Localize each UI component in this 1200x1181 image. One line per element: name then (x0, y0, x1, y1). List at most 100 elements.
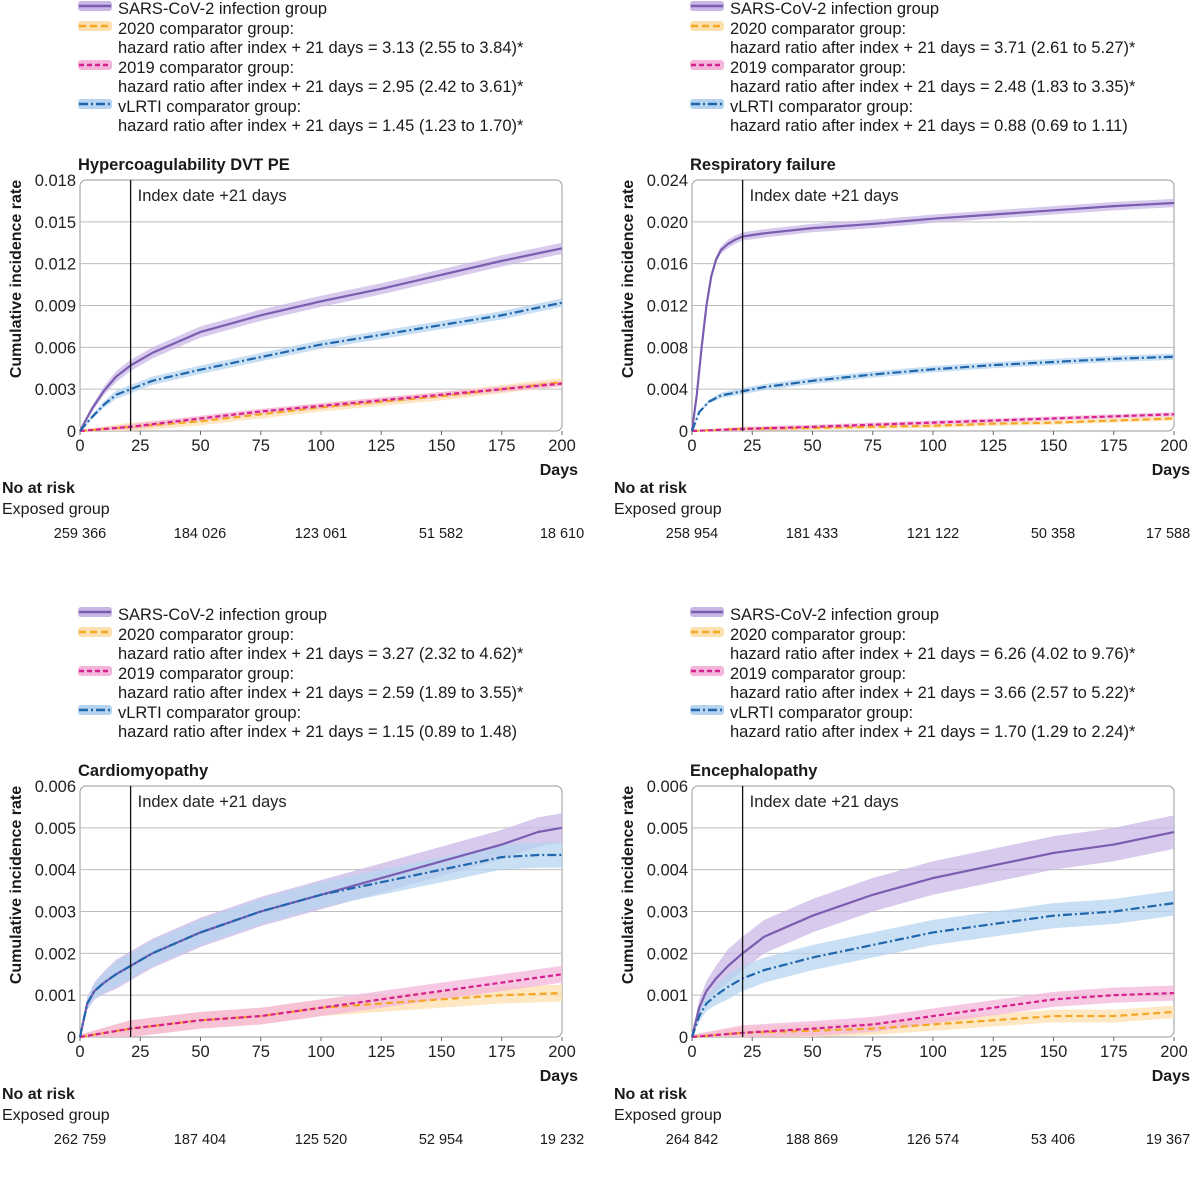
x-axis-label: Days (539, 462, 578, 479)
legend-item-2019: 2019 comparator group: hazard ratio after… (690, 59, 1200, 98)
legend-hazard-ratio: hazard ratio after index + 21 days = 0.8… (730, 117, 1128, 135)
legend-item-vlrti: vLRTI comparator group: hazard ratio afte… (690, 98, 1200, 137)
x-tick-label: 150 (1040, 1043, 1068, 1061)
at-risk-count: 184 026 (173, 526, 227, 542)
y-tick-label: 0 (679, 423, 688, 441)
series-line-sars (690, 201, 1175, 432)
legend-swatch-sars (78, 1, 112, 11)
at-risk-title: No at risk (614, 1086, 687, 1103)
y-tick-label: 0.004 (35, 862, 76, 880)
x-tick-label: 200 (548, 437, 576, 455)
legend-swatch-2020 (78, 20, 112, 31)
chart-panel-2: 0 0.004 0.008 0.012 0.016 0.020 0.024 0 25 50 75 10… (612, 0, 1200, 575)
y-tick-label: 0.006 (35, 339, 76, 357)
legend: SARS-CoV-2 infection group 2020 comparat… (690, 0, 1200, 137)
y-tick-label: 0.002 (35, 945, 76, 963)
legend-label: vLRTI comparator group: (118, 703, 302, 722)
at-risk-count: 17 588 (1145, 526, 1191, 542)
at-risk-count: 181 433 (785, 526, 839, 542)
series-line-c2020 (79, 381, 563, 433)
y-tick-label: 0 (67, 423, 76, 441)
legend-item-vlrti: vLRTI comparator group: hazard ratio afte… (690, 704, 1200, 743)
at-risk-count: 52 954 (418, 1132, 464, 1148)
series-line-vlrti (79, 301, 563, 432)
x-tick-label: 100 (307, 1043, 335, 1061)
x-tick-label: 175 (1100, 437, 1128, 455)
at-risk-group-label: Exposed group (614, 1107, 722, 1124)
y-axis-label: Cumulative incidence rate (620, 179, 637, 379)
legend-swatch-vlrti (690, 704, 724, 715)
legend-label: vLRTI comparator group: (730, 97, 914, 116)
confidence-band-sars (80, 242, 562, 431)
legend-label: 2020 comparator group: (730, 19, 907, 38)
legend-item-2020: 2020 comparator group: hazard ratio after… (78, 20, 598, 59)
at-risk-group-label: Exposed group (2, 501, 110, 518)
series-line-vlrti (78, 853, 562, 1038)
series-line-c2019 (691, 991, 1175, 1039)
legend-label: 2019 comparator group: (118, 664, 295, 683)
y-tick-label: 0.016 (647, 256, 688, 274)
legend-item-vlrti: vLRTI comparator group: hazard ratio afte… (78, 704, 598, 743)
at-risk-title: No at risk (2, 480, 75, 497)
x-tick-label: 200 (1160, 1043, 1188, 1061)
legend-item-vlrti: vLRTI comparator group: hazard ratio afte… (78, 98, 598, 137)
legend-swatch-band (690, 704, 724, 715)
confidence-band-vlrti (80, 298, 562, 431)
x-tick-label: 25 (131, 1043, 149, 1061)
legend: SARS-CoV-2 infection group 2020 comparat… (78, 606, 598, 743)
x-tick-label: 0 (687, 1043, 696, 1061)
x-tick-label: 75 (864, 1043, 882, 1061)
x-tick-label: 25 (743, 437, 761, 455)
x-tick-label: 175 (488, 1043, 516, 1061)
legend-swatch-band (690, 98, 724, 109)
y-tick-label: 0.004 (647, 381, 688, 399)
legend-item-sars: SARS-CoV-2 infection group (78, 0, 598, 20)
x-tick-label: 100 (307, 437, 335, 455)
x-tick-label: 150 (428, 437, 456, 455)
x-tick-label: 25 (131, 437, 149, 455)
legend-label: SARS-CoV-2 infection group (118, 606, 328, 624)
legend-hazard-ratio: hazard ratio after index + 21 days = 3.2… (118, 645, 524, 663)
at-risk-count: 19 367 (1145, 1132, 1191, 1148)
legend-item-sars: SARS-CoV-2 infection group (690, 0, 1200, 20)
legend-swatch-2020 (690, 20, 724, 31)
series-line-c2019 (79, 382, 563, 433)
y-tick-label: 0.002 (647, 945, 688, 963)
x-axis-label: Days (1151, 462, 1190, 479)
index-date-label: Index date +21 days (138, 793, 287, 811)
series-line-vlrti (690, 355, 1175, 432)
legend-swatch-2019 (690, 59, 724, 70)
x-tick-label: 25 (743, 1043, 761, 1061)
legend-item-sars: SARS-CoV-2 infection group (78, 606, 598, 626)
chart-panel-3: 0 0.001 0.002 0.003 0.004 0.005 0.006 0 25 50 75 10… (0, 606, 600, 1181)
y-axis-label: Cumulative incidence rate (8, 179, 25, 379)
at-risk-count: 187 404 (173, 1132, 227, 1148)
x-tick-label: 0 (75, 1043, 84, 1061)
legend-hazard-ratio: hazard ratio after index + 21 days = 3.7… (730, 39, 1136, 57)
y-tick-label: 0.009 (35, 298, 76, 316)
chart-title: Cardiomyopathy (78, 762, 209, 780)
plot-area: 0 0.003 0.006 0.009 0.012 0.015 0.018 0 25 50 75 10… (35, 172, 576, 455)
legend-label: 2020 comparator group: (730, 625, 907, 644)
y-tick-label: 0.008 (647, 339, 688, 357)
at-risk-count: 188 869 (785, 1132, 839, 1148)
x-axis-label: Days (1151, 1068, 1190, 1085)
x-tick-label: 50 (191, 1043, 209, 1061)
x-tick-label: 75 (252, 437, 270, 455)
y-tick-label: 0.015 (35, 214, 76, 232)
legend-swatch-2019 (78, 59, 112, 70)
chart-panel-4: 0 0.001 0.002 0.003 0.004 0.005 0.006 0 25 50 75 10… (612, 606, 1200, 1181)
legend-hazard-ratio: hazard ratio after index + 21 days = 2.4… (730, 78, 1136, 96)
x-tick-label: 125 (367, 437, 395, 455)
x-tick-label: 125 (979, 437, 1007, 455)
legend-label: 2019 comparator group: (730, 58, 907, 77)
legend-item-2020: 2020 comparator group: hazard ratio after… (78, 626, 598, 665)
at-risk-group-label: Exposed group (2, 1107, 110, 1124)
series-line-c2020 (691, 417, 1175, 433)
legend: SARS-CoV-2 infection group 2020 comparat… (690, 606, 1200, 743)
at-risk-count: 123 061 (294, 526, 348, 542)
index-date-label: Index date +21 days (750, 187, 899, 205)
y-tick-label: 0.018 (35, 172, 76, 190)
at-risk-count: 51 582 (418, 526, 464, 542)
x-tick-label: 150 (1040, 437, 1068, 455)
